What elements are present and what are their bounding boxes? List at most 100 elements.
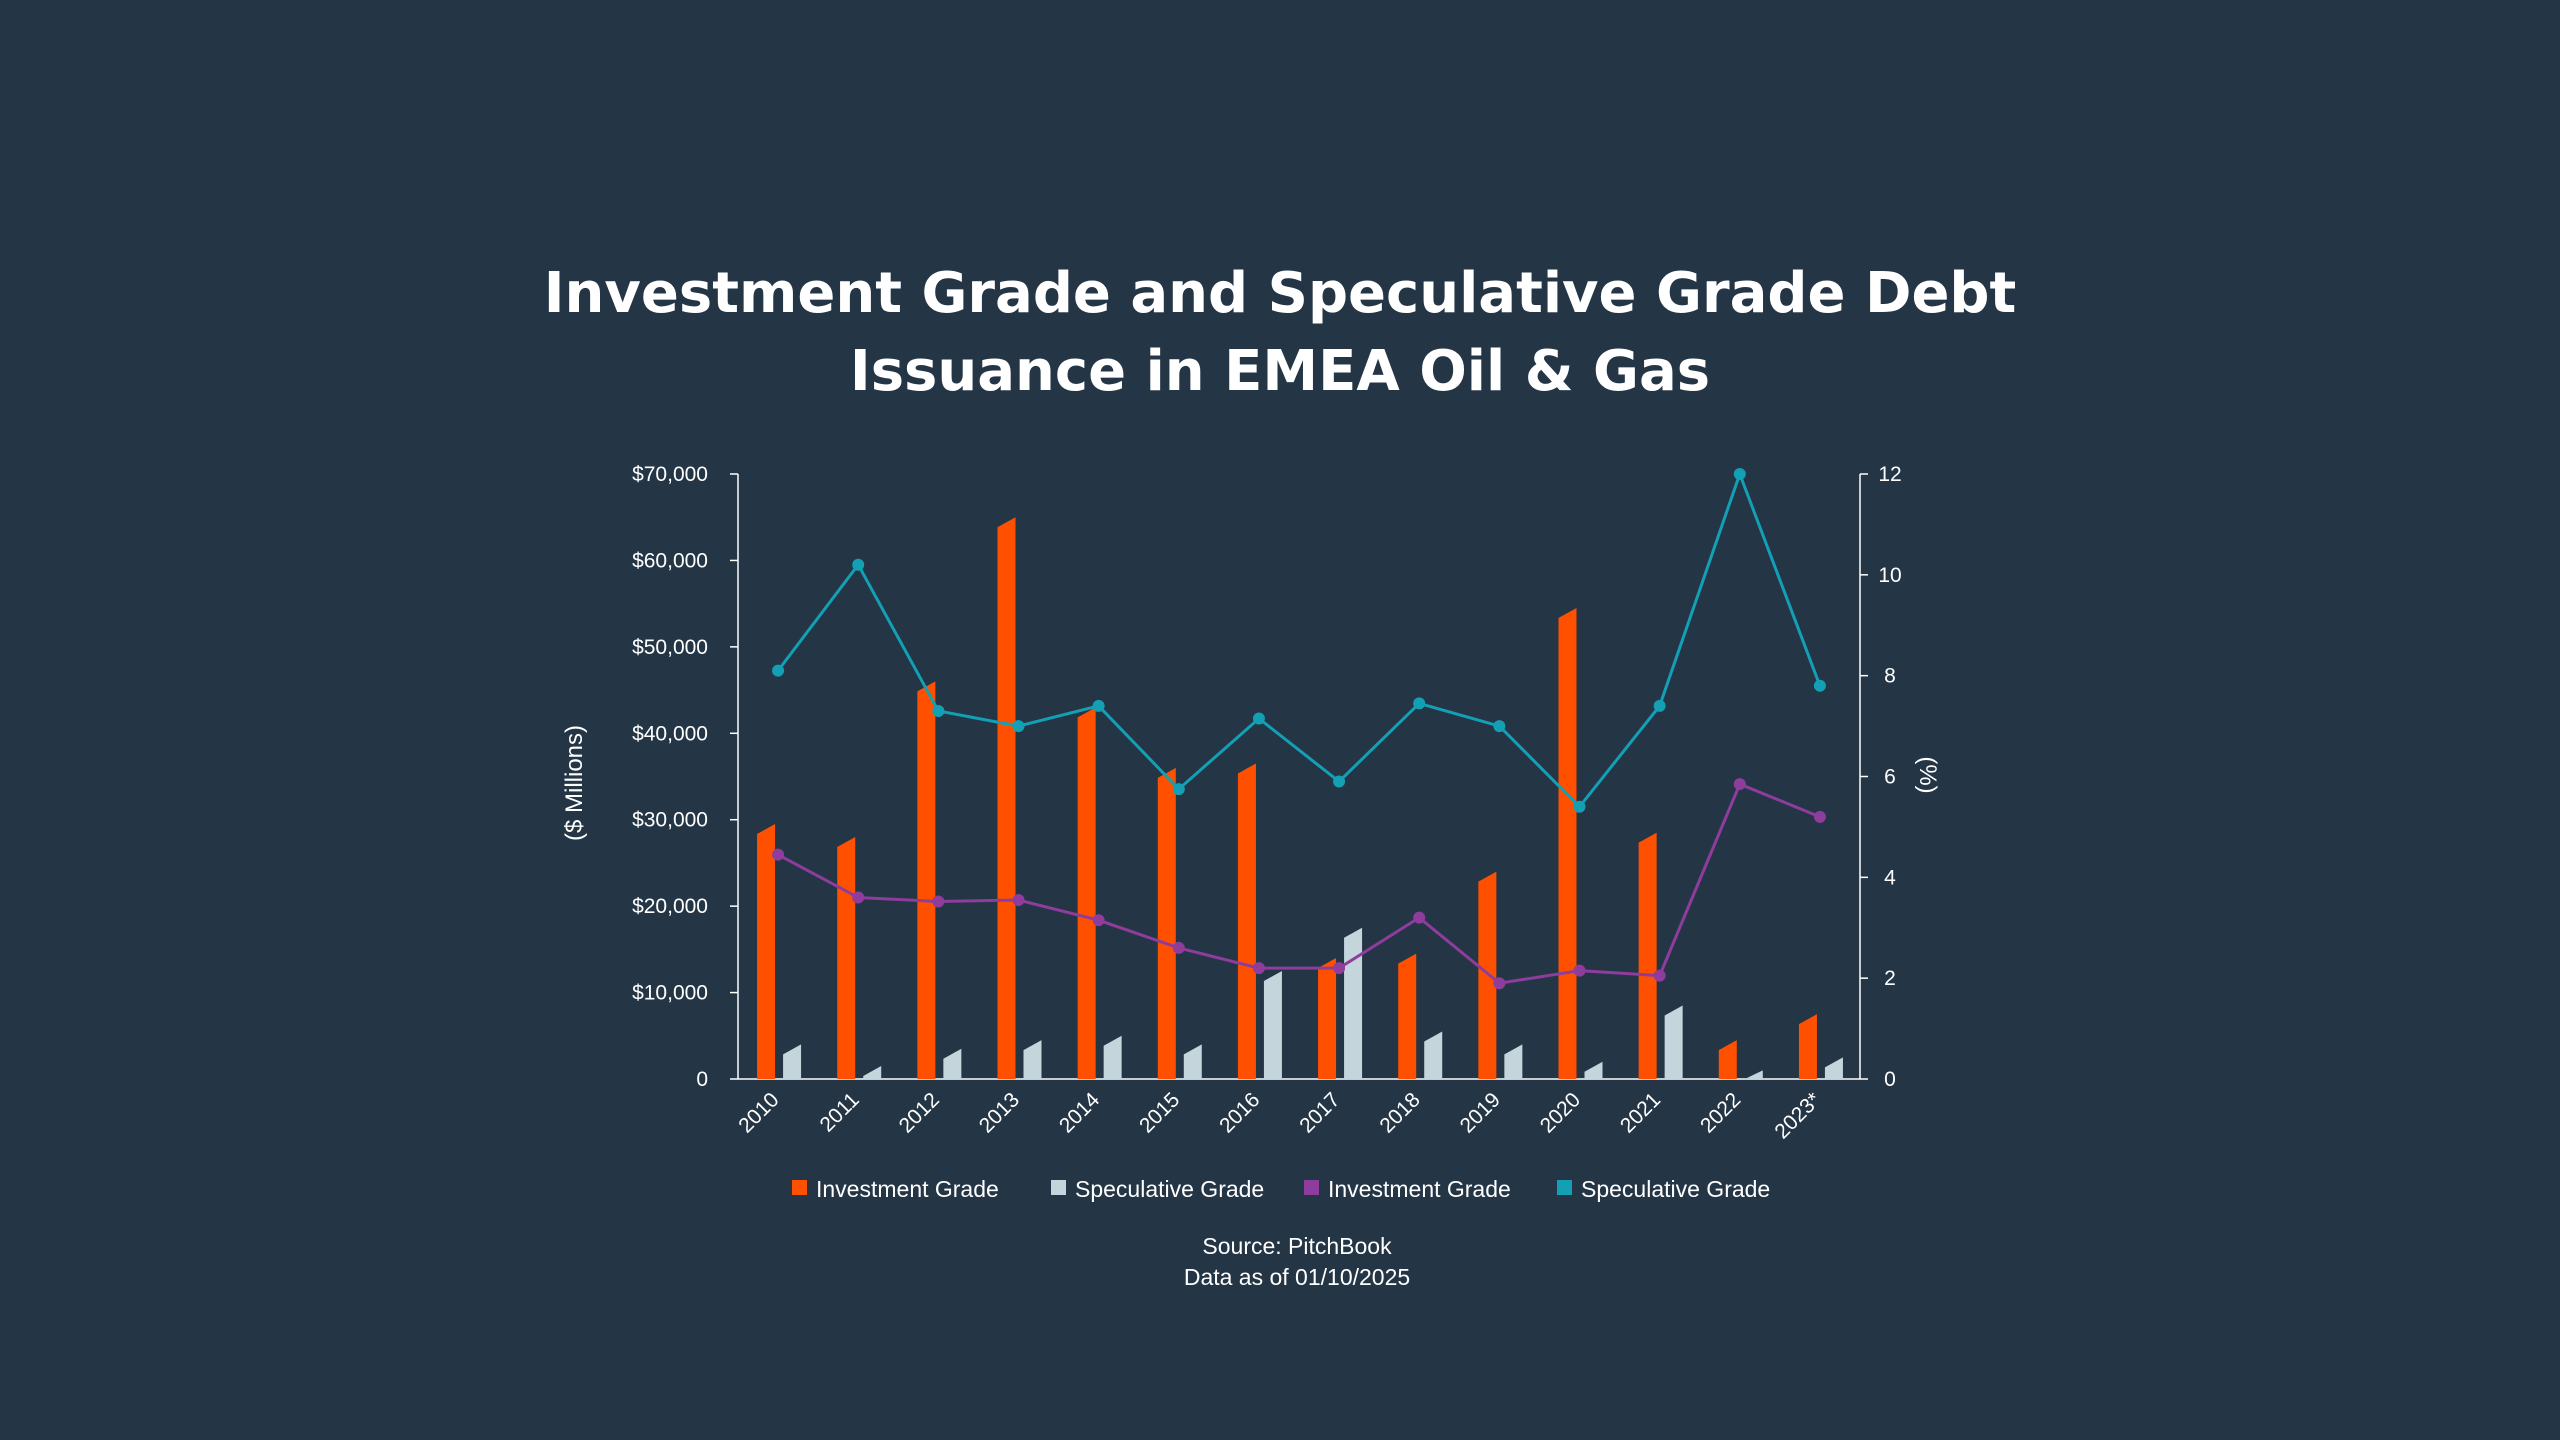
bar-investment-grade — [837, 837, 856, 1079]
x-tick-label: 2017 — [1295, 1088, 1344, 1137]
bar-investment-grade — [917, 681, 936, 1079]
point-investment-grade — [1653, 969, 1666, 982]
point-speculative-grade — [1252, 712, 1265, 725]
y-right-tick-label: 6 — [1884, 766, 1896, 789]
bar-speculative-grade — [1664, 1005, 1683, 1079]
point-speculative-grade — [1813, 679, 1826, 692]
point-investment-grade — [1333, 962, 1346, 975]
y-left-tick-label: $10,000 — [632, 982, 708, 1005]
bar-speculative-grade — [1584, 1061, 1603, 1079]
bar-investment-grade — [997, 517, 1016, 1079]
point-investment-grade — [932, 895, 945, 908]
legend-label: Speculative Grade — [1075, 1176, 1264, 1202]
bar-investment-grade — [1157, 767, 1176, 1079]
x-tick-label: 2022 — [1696, 1088, 1745, 1137]
point-investment-grade — [1493, 977, 1506, 990]
y-left-tick-label: $50,000 — [632, 636, 708, 659]
x-tick-label: 2019 — [1456, 1088, 1505, 1137]
point-investment-grade — [1573, 964, 1586, 977]
y-right-tick-label: 2 — [1884, 967, 1896, 990]
bar-speculative-grade — [943, 1048, 962, 1079]
legend-swatch — [792, 1180, 807, 1195]
point-speculative-grade — [1653, 699, 1666, 712]
line-investment-grade — [777, 782, 1821, 985]
bar-investment-grade — [1237, 763, 1256, 1079]
legend-item: Speculative Grade — [1051, 1176, 1264, 1202]
bar-investment-grade — [757, 824, 776, 1079]
y-left-tick-label: $40,000 — [632, 722, 708, 745]
bar-speculative-grade — [1344, 927, 1363, 1079]
bar-speculative-grade — [1824, 1057, 1843, 1079]
bar-investment-grade — [1638, 832, 1657, 1079]
point-investment-grade — [772, 848, 785, 861]
legend-item: Speculative Grade — [1557, 1176, 1770, 1202]
bar-speculative-grade — [863, 1066, 882, 1079]
y-left-tick-label: $60,000 — [632, 549, 708, 572]
x-tick-label: 2014 — [1055, 1088, 1105, 1138]
point-investment-grade — [1733, 778, 1746, 791]
legend-item: Investment Grade — [792, 1176, 999, 1202]
x-tick-label: 2023* — [1770, 1088, 1825, 1143]
point-speculative-grade — [1172, 783, 1185, 796]
point-investment-grade — [1252, 962, 1265, 975]
point-speculative-grade — [1333, 775, 1346, 788]
plot-area: 0 $10,000 $20,000 $30,000 $40,000 $50,000 $60,… — [632, 463, 1902, 1143]
point-speculative-grade — [1092, 699, 1105, 712]
legend-label: Investment Grade — [816, 1176, 999, 1202]
legend-label: Speculative Grade — [1581, 1176, 1770, 1202]
y-left-tick-label: $70,000 — [632, 463, 708, 486]
bar-speculative-grade — [1183, 1044, 1202, 1079]
point-speculative-grade — [772, 664, 785, 677]
chart-title-line-2: Issuance in EMEA Oil & Gas — [850, 339, 1710, 404]
x-tick-label: 2020 — [1536, 1088, 1585, 1137]
y-right-tick-label: 12 — [1878, 463, 1901, 486]
legend-label: Investment Grade — [1328, 1176, 1511, 1202]
point-speculative-grade — [1012, 720, 1025, 733]
x-tick-label: 2013 — [975, 1088, 1024, 1137]
bar-speculative-grade — [1424, 1031, 1443, 1079]
bar-investment-grade — [1398, 953, 1417, 1079]
point-investment-grade — [1012, 894, 1025, 907]
line-speculative-grade — [776, 469, 1822, 810]
bar-speculative-grade — [1744, 1070, 1763, 1079]
point-investment-grade — [1172, 941, 1185, 954]
data-date-note: Data as of 01/10/2025 — [1184, 1264, 1410, 1290]
y-left-axis-title: ($ Millions) — [561, 725, 588, 841]
y-left-tick-label: $20,000 — [632, 895, 708, 918]
point-speculative-grade — [932, 704, 945, 717]
point-speculative-grade — [852, 558, 865, 571]
legend-swatch — [1557, 1180, 1572, 1195]
legend: Investment Grade Speculative Grade Investm… — [792, 1176, 1770, 1202]
x-tick-label: 2015 — [1135, 1088, 1184, 1137]
legend-item: Investment Grade — [1304, 1176, 1511, 1202]
x-tick-label: 2016 — [1215, 1088, 1264, 1137]
legend-swatch — [1051, 1180, 1066, 1195]
point-speculative-grade — [1573, 800, 1586, 813]
bar-investment-grade — [1558, 607, 1577, 1079]
point-investment-grade — [852, 891, 865, 904]
x-tick-label: 2011 — [816, 1088, 864, 1136]
y-right-axis-title: (%) — [1914, 756, 1941, 793]
source-note: Source: PitchBook — [1202, 1233, 1392, 1259]
point-investment-grade — [1092, 914, 1105, 927]
point-speculative-grade — [1733, 468, 1746, 480]
y-right-tick-label: 10 — [1878, 564, 1901, 587]
chart-title-line-1: Investment Grade and Speculative Grade D… — [544, 261, 2017, 326]
bar-investment-grade — [1318, 958, 1337, 1079]
y-left-tick-label: 0 — [696, 1068, 708, 1091]
y-left-tick-label: $30,000 — [632, 809, 708, 832]
point-speculative-grade — [1413, 697, 1426, 710]
point-investment-grade — [1413, 911, 1426, 924]
point-speculative-grade — [1493, 720, 1506, 733]
y-right-tick-label: 0 — [1884, 1068, 1896, 1091]
bar-investment-grade — [1718, 1040, 1737, 1079]
x-tick-label: 2010 — [734, 1088, 783, 1137]
bar-speculative-grade — [1103, 1035, 1122, 1079]
bar-speculative-grade — [1023, 1040, 1042, 1079]
y-right-tick-label: 4 — [1884, 866, 1896, 889]
bar-investment-grade — [1798, 1014, 1817, 1079]
x-tick-label: 2012 — [895, 1088, 944, 1137]
x-tick-label: 2021 — [1616, 1088, 1665, 1137]
bar-speculative-grade — [1504, 1044, 1523, 1079]
